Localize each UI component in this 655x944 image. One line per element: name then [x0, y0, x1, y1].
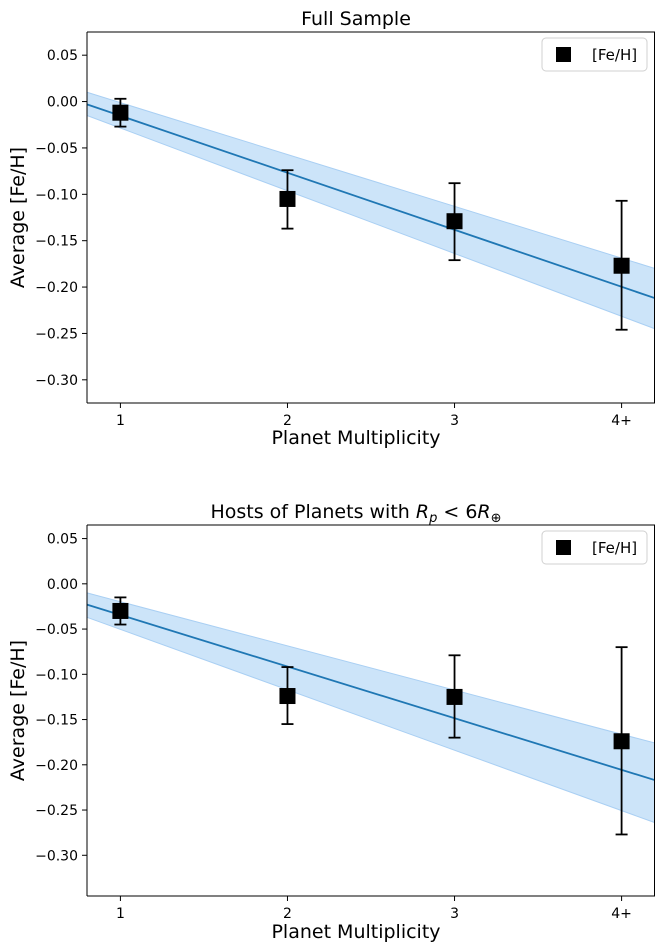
legend-label: [Fe/H] — [592, 46, 637, 64]
chart-title-text: Hosts of Planets with — [210, 501, 415, 523]
chart-title-math: ⊕ — [491, 511, 502, 526]
x-axis-label: Planet Multiplicity — [271, 921, 440, 943]
fit-line — [86, 603, 655, 782]
x-tick-label: 4+ — [611, 906, 632, 922]
y-axis-label: Average [Fe/H] — [7, 147, 29, 288]
y-tick-label: −0.10 — [35, 667, 78, 683]
y-tick-label: −0.05 — [35, 141, 78, 157]
y-tick-label: −0.25 — [35, 803, 78, 819]
y-tick-label: −0.30 — [35, 373, 78, 389]
y-tick-label: −0.20 — [35, 280, 78, 296]
x-tick-label: 2 — [283, 413, 292, 429]
x-axis-label: Planet Multiplicity — [271, 427, 440, 449]
legend-marker — [556, 47, 571, 62]
data-point — [613, 257, 630, 274]
y-axis-label: Average [Fe/H] — [7, 640, 29, 781]
confidence-band — [86, 91, 655, 330]
x-tick-label: 3 — [450, 906, 459, 922]
y-tick-label: −0.25 — [35, 326, 78, 342]
chart-title: Full Sample — [301, 8, 411, 30]
x-tick-label: 4+ — [611, 413, 632, 429]
y-tick-label: −0.15 — [35, 234, 78, 250]
chart-title-math: p — [428, 511, 437, 526]
data-point — [279, 688, 296, 705]
fit-line — [86, 103, 655, 300]
y-tick-label: 0.05 — [47, 532, 78, 548]
x-tick-label: 1 — [116, 906, 125, 922]
chart-title-text: Full Sample — [301, 8, 411, 30]
x-tick-label: 2 — [283, 906, 292, 922]
legend-marker — [556, 540, 571, 555]
legend-label: [Fe/H] — [592, 539, 637, 557]
y-tick-label: −0.20 — [35, 758, 78, 774]
chart-title-math: R — [477, 501, 490, 523]
y-tick-label: −0.10 — [35, 187, 78, 203]
y-tick-label: 0.00 — [47, 577, 78, 593]
data-point — [279, 190, 296, 207]
chart-title-math: R — [416, 501, 429, 523]
confidence-band — [86, 592, 655, 824]
chart-title: Hosts of Planets with Rp < 6R⊕ — [210, 501, 501, 526]
data-point — [613, 733, 630, 750]
legend-box — [541, 37, 648, 72]
x-tick-label: 3 — [450, 413, 459, 429]
data-point — [446, 213, 463, 230]
y-tick-label: 0.00 — [47, 95, 78, 111]
y-tick-label: 0.05 — [47, 48, 78, 64]
legend-box — [541, 530, 648, 565]
data-point — [446, 688, 463, 705]
x-tick-label: 1 — [116, 413, 125, 429]
y-tick-label: −0.05 — [35, 622, 78, 638]
chart-title-math: < 6 — [437, 501, 477, 523]
data-point — [112, 104, 129, 121]
data-point — [112, 602, 129, 619]
y-tick-label: −0.15 — [35, 713, 78, 729]
y-tick-label: −0.30 — [35, 848, 78, 864]
